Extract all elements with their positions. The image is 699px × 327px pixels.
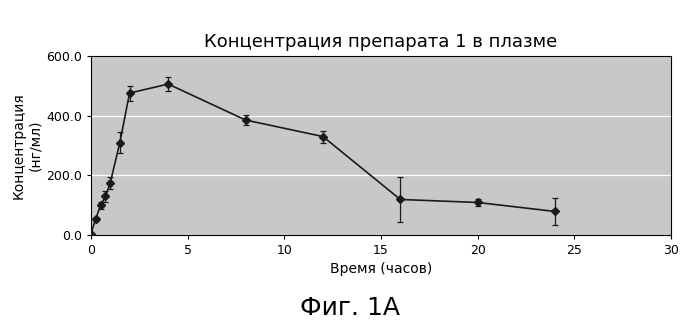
Title: Концентрация препарата 1 в плазме: Концентрация препарата 1 в плазме (204, 33, 558, 51)
X-axis label: Время (часов): Время (часов) (330, 262, 432, 276)
Text: Фиг. 1А: Фиг. 1А (299, 297, 400, 320)
Y-axis label: Концентрация
(нг/мл): Концентрация (нг/мл) (12, 92, 42, 199)
